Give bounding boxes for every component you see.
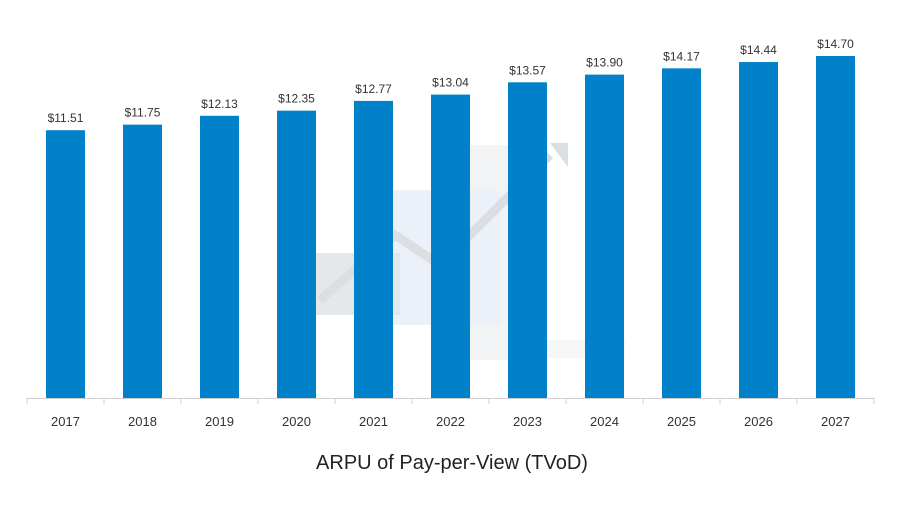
x-tick-label-2018: 2018 xyxy=(128,414,157,429)
bar-2020[interactable] xyxy=(277,110,316,399)
data-label-2023: $13.57 xyxy=(509,63,546,77)
x-tick-label-2023: 2023 xyxy=(513,414,542,429)
bar-2019[interactable] xyxy=(200,115,239,398)
data-label-2025: $14.17 xyxy=(663,49,700,63)
x-tick-label-2025: 2025 xyxy=(667,414,696,429)
x-tick-label-2022: 2022 xyxy=(436,414,465,429)
value-labels-group: $11.51 $11.75 $12.13 $12.35 $12.77 $13.04 $13.… xyxy=(48,37,855,125)
x-tick-label-2026: 2026 xyxy=(744,414,773,429)
x-tick-label-2017: 2017 xyxy=(51,414,80,429)
data-label-2022: $13.04 xyxy=(432,76,469,90)
x-axis-tick-labels-group: 2017 2018 2019 2020 2021 2022 2023 2024 2025 2026… xyxy=(51,414,850,429)
data-label-2027: $14.70 xyxy=(817,37,854,51)
data-label-2026: $14.44 xyxy=(740,43,777,57)
x-tick-label-2020: 2020 xyxy=(282,414,311,429)
data-label-2017: $11.51 xyxy=(48,111,84,125)
bar-2018[interactable] xyxy=(123,124,162,398)
data-label-2020: $12.35 xyxy=(278,92,315,106)
x-tick-label-2019: 2019 xyxy=(205,414,234,429)
bars-group xyxy=(46,56,855,399)
x-tick-label-2027: 2027 xyxy=(821,414,850,429)
data-label-2021: $12.77 xyxy=(355,82,392,96)
watermark-arrow-head xyxy=(550,143,568,167)
bar-2024[interactable] xyxy=(585,74,624,398)
data-label-2019: $12.13 xyxy=(201,97,238,111)
x-axis-ticks-group xyxy=(26,398,875,404)
bar-2027[interactable] xyxy=(816,56,855,398)
x-tick-label-2024: 2024 xyxy=(590,414,619,429)
bar-2025[interactable] xyxy=(662,68,701,398)
bar-2023[interactable] xyxy=(508,82,547,398)
bar-chart: $11.51 $11.75 $12.13 $12.35 $12.77 $13.04 $13.… xyxy=(26,37,875,429)
bar-2026[interactable] xyxy=(739,62,778,398)
chart-title: ARPU of Pay-per-View (TVoD) xyxy=(316,452,588,474)
x-tick-label-2021: 2021 xyxy=(359,414,388,429)
data-label-2018: $11.75 xyxy=(125,106,161,120)
bar-2022[interactable] xyxy=(431,94,470,398)
bar-2017[interactable] xyxy=(46,130,85,399)
bar-2021[interactable] xyxy=(354,100,393,398)
data-label-2024: $13.90 xyxy=(586,56,623,70)
